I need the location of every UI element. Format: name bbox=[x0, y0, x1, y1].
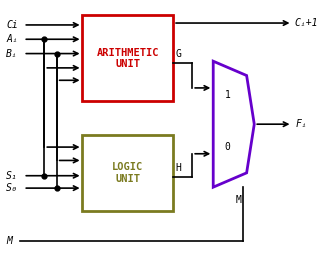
Text: Fᵢ: Fᵢ bbox=[295, 119, 307, 129]
Text: Aᵢ: Aᵢ bbox=[6, 34, 18, 44]
Text: M: M bbox=[235, 195, 241, 205]
Polygon shape bbox=[213, 61, 254, 187]
Text: LOGIC
UNIT: LOGIC UNIT bbox=[112, 162, 143, 184]
Text: M: M bbox=[6, 236, 12, 246]
Bar bbox=[82, 135, 173, 211]
Text: Cᵢ+1: Cᵢ+1 bbox=[294, 18, 318, 28]
Text: S₀: S₀ bbox=[6, 183, 18, 193]
Text: Bᵢ: Bᵢ bbox=[6, 49, 18, 59]
Text: Ci: Ci bbox=[6, 20, 18, 30]
Text: H: H bbox=[175, 163, 181, 173]
Bar bbox=[82, 15, 173, 101]
Text: ARITHMETIC
UNIT: ARITHMETIC UNIT bbox=[97, 48, 159, 69]
Text: S₁: S₁ bbox=[6, 171, 18, 181]
Text: 1: 1 bbox=[225, 90, 230, 100]
Text: G: G bbox=[175, 49, 181, 59]
Text: 0: 0 bbox=[225, 142, 230, 152]
